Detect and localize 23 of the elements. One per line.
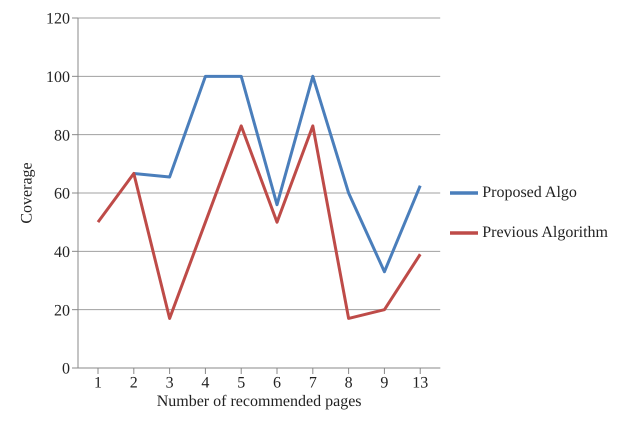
x-tick-label: 6: [273, 374, 282, 392]
y-tick-label: 40: [54, 244, 70, 262]
x-tick-label: 2: [130, 374, 138, 392]
y-tick-label: 120: [46, 10, 70, 28]
line-series: [96, 124, 422, 320]
y-tick-label: 80: [54, 127, 70, 144]
y-tick-label: 100: [46, 69, 70, 86]
x-tick-label: 4: [201, 374, 210, 392]
x-tick-label: 8: [344, 374, 353, 392]
x-tick-label: 3: [166, 374, 174, 392]
y-tick-label: 20: [54, 302, 70, 320]
x-tick-label: 5: [237, 374, 246, 392]
x-tick-label: 7: [308, 374, 317, 392]
y-axis-title: Coverage: [18, 162, 36, 224]
y-tick-label: 60: [54, 186, 70, 203]
x-tick-label: 9: [380, 374, 388, 392]
x-tick-label: 13: [412, 374, 428, 392]
line-series: [132, 74, 422, 274]
y-tick-label: 0: [62, 360, 70, 378]
legend-label: Previous Algorithm: [482, 224, 608, 241]
x-tick-label: 1: [94, 374, 102, 392]
x-axis-title: Number of recommended pages: [156, 393, 362, 410]
legend-label: Proposed Algo: [482, 184, 577, 201]
